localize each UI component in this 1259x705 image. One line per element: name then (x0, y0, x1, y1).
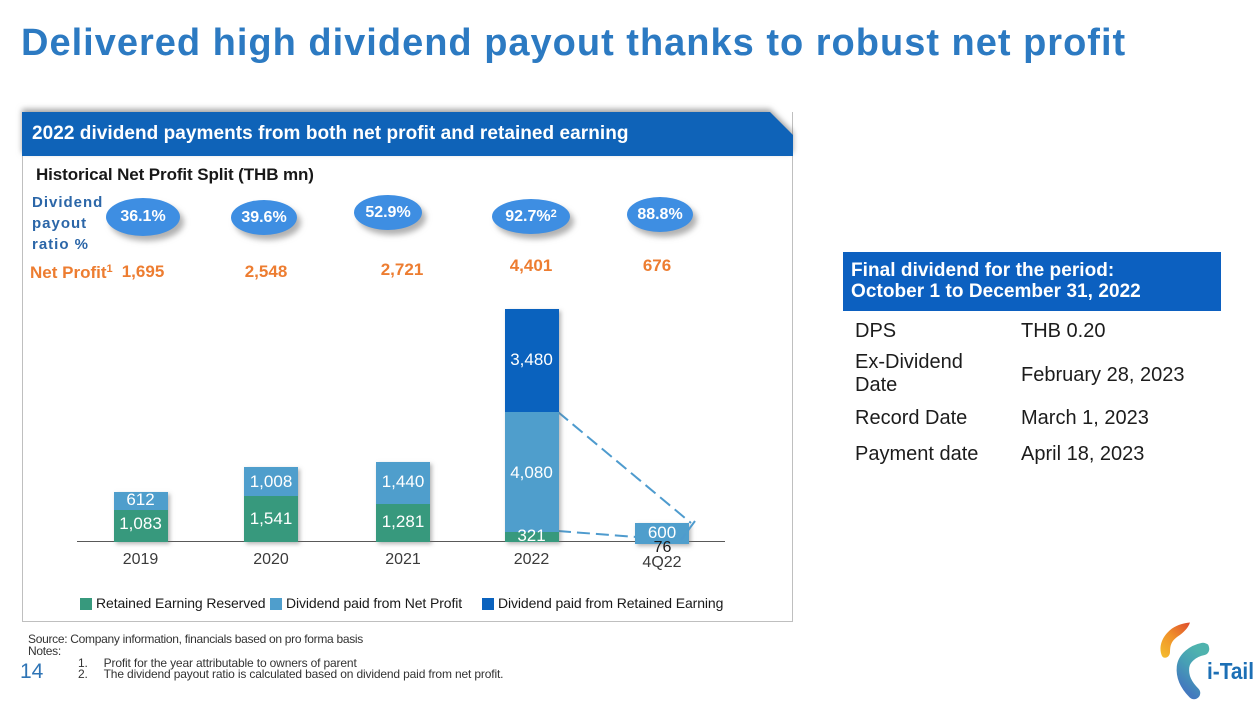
svg-text:i-Tail: i-Tail (1207, 658, 1254, 684)
